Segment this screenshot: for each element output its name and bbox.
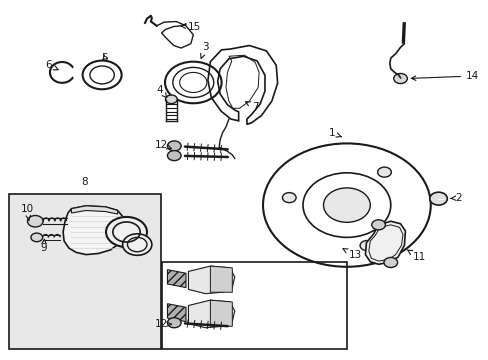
Circle shape	[122, 234, 152, 255]
Circle shape	[31, 233, 42, 242]
Circle shape	[282, 193, 296, 203]
Circle shape	[371, 220, 385, 230]
Circle shape	[323, 188, 369, 222]
Text: 8: 8	[81, 177, 88, 187]
Polygon shape	[188, 266, 234, 294]
Text: 10: 10	[21, 204, 34, 220]
Circle shape	[383, 257, 397, 267]
Text: 9: 9	[40, 239, 47, 253]
Circle shape	[165, 95, 177, 104]
Bar	[161, 262, 346, 348]
Circle shape	[106, 217, 147, 247]
Text: 2: 2	[449, 193, 462, 203]
Text: 4: 4	[157, 85, 166, 98]
Circle shape	[429, 192, 447, 205]
Text: 3: 3	[200, 42, 208, 58]
Polygon shape	[167, 270, 185, 288]
Text: 12: 12	[155, 140, 171, 150]
Circle shape	[377, 167, 390, 177]
Circle shape	[27, 216, 43, 227]
Text: 1: 1	[328, 129, 341, 138]
Polygon shape	[71, 206, 118, 214]
Polygon shape	[188, 300, 234, 328]
Circle shape	[359, 240, 373, 251]
Polygon shape	[210, 266, 232, 292]
Text: 14: 14	[410, 71, 478, 81]
Bar	[9, 194, 160, 348]
Polygon shape	[167, 304, 185, 321]
Circle shape	[167, 141, 181, 151]
Circle shape	[167, 150, 181, 161]
Polygon shape	[63, 206, 123, 255]
Circle shape	[167, 318, 181, 328]
Text: 11: 11	[407, 250, 425, 262]
Circle shape	[393, 73, 407, 84]
Polygon shape	[365, 221, 405, 264]
Text: 13: 13	[342, 249, 361, 260]
Text: 12: 12	[155, 319, 171, 329]
Text: 7: 7	[245, 102, 258, 112]
Text: 5: 5	[101, 53, 108, 63]
Text: 6: 6	[45, 60, 58, 70]
Text: 15: 15	[181, 22, 201, 32]
Polygon shape	[210, 300, 232, 326]
